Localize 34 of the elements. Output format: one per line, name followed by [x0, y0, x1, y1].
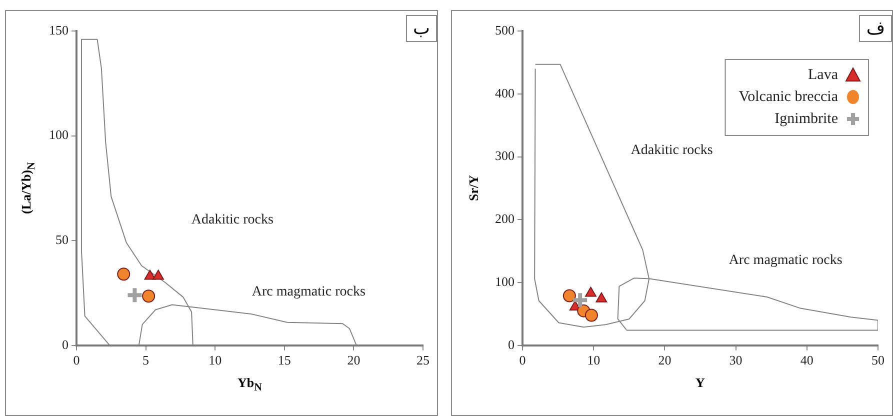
- chart-title: ف: [859, 15, 892, 42]
- x-tick-label: 50: [872, 352, 884, 368]
- y-tick-label: 300: [495, 148, 514, 164]
- x-tick-label: 40: [800, 352, 814, 368]
- x-tick-label: 20: [347, 352, 360, 368]
- chart-title: ب: [406, 15, 437, 42]
- x-tick-label: 30: [729, 352, 742, 368]
- annotation: Arc magmatic rocks: [728, 253, 842, 268]
- y-tick-label: 500: [495, 22, 514, 38]
- y-tick-label: 0: [508, 336, 514, 352]
- x-tick-label: 15: [278, 352, 291, 368]
- x-tick-label: 25: [416, 352, 430, 368]
- y-axis-title: Sr/Y: [466, 175, 482, 202]
- x-tick-label: 10: [587, 352, 600, 368]
- y-tick-label: 200: [495, 211, 514, 226]
- y-tick-label: 50: [56, 232, 68, 248]
- y-tick-label: 400: [495, 85, 514, 100]
- x-tick-label: 10: [208, 352, 222, 368]
- y-tick-label: 0: [62, 336, 68, 352]
- x-axis-title: Y: [696, 375, 705, 392]
- annotation: Adakitic rocks: [630, 143, 713, 158]
- legend-label: Volcanic breccia: [738, 88, 838, 105]
- x-axis-title: Yb$_{N}$: [238, 375, 262, 394]
- y-tick-label: 100: [495, 274, 514, 289]
- annotation: Adakitic rocks: [191, 212, 274, 228]
- x-tick-label: 0: [519, 352, 526, 368]
- x-tick-label: 0: [73, 352, 80, 368]
- x-tick-label: 5: [142, 352, 150, 368]
- x-tick-label: 20: [658, 352, 672, 368]
- legend-label: Lava: [808, 66, 838, 83]
- annotation: Arc magmatic rocks: [252, 284, 366, 300]
- y-tick-label: 100: [49, 127, 68, 142]
- legend-label: Ignimbrite: [774, 110, 838, 127]
- y-tick-label: 150: [49, 22, 68, 38]
